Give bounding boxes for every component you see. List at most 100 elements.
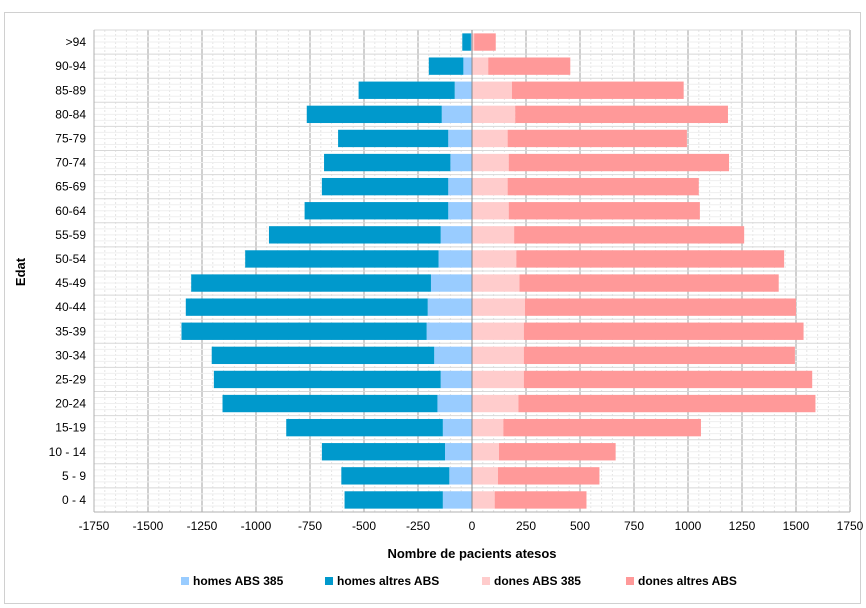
bar-dones-abs-385 xyxy=(472,322,524,340)
y-tick-label: 35-39 xyxy=(55,324,86,338)
x-tick-label: 750 xyxy=(624,519,644,533)
bar-dones-abs-385 xyxy=(472,33,475,51)
bar-dones-altres-abs xyxy=(523,322,804,340)
x-tick-label: -1250 xyxy=(187,519,218,533)
y-tick-label: 50-54 xyxy=(55,252,86,266)
y-tick-label: 85-89 xyxy=(55,83,86,97)
y-tick-label: 80-84 xyxy=(55,107,86,121)
bar-homes-altres-abs xyxy=(181,322,427,340)
bar-dones-abs-385 xyxy=(472,370,524,389)
y-tick-label: 20-24 xyxy=(55,397,86,411)
bar-dones-abs-385 xyxy=(472,394,519,413)
bar-homes-abs-385 xyxy=(449,467,472,485)
y-tick-label: 45-49 xyxy=(55,276,86,290)
bar-dones-altres-abs xyxy=(516,250,785,268)
y-tick-label: 10 - 14 xyxy=(49,445,87,459)
bar-dones-abs-385 xyxy=(472,226,515,244)
bar-dones-altres-abs xyxy=(511,81,684,99)
bar-dones-abs-385 xyxy=(472,153,509,172)
bar-homes-altres-abs xyxy=(321,443,445,461)
bar-dones-abs-385 xyxy=(472,177,508,196)
bar-homes-altres-abs xyxy=(306,105,442,124)
bar-dones-abs-385 xyxy=(472,443,499,461)
y-tick-label: 5 - 9 xyxy=(62,469,86,483)
bar-homes-altres-abs xyxy=(358,81,455,99)
bar-homes-abs-385 xyxy=(448,177,472,196)
bar-homes-altres-abs xyxy=(222,394,438,413)
bar-homes-altres-abs xyxy=(428,57,464,75)
bars xyxy=(181,33,816,509)
bar-homes-abs-385 xyxy=(427,298,472,316)
bar-homes-altres-abs xyxy=(268,226,441,244)
bar-homes-abs-385 xyxy=(438,250,472,268)
legend-swatch xyxy=(626,577,634,585)
x-tick-label: 0 xyxy=(469,519,476,533)
x-tick-label: 1000 xyxy=(675,519,702,533)
y-tick-label: 65-69 xyxy=(55,180,86,194)
y-tick-label: 40-44 xyxy=(55,300,86,314)
bar-homes-abs-385 xyxy=(470,33,472,51)
bar-dones-altres-abs xyxy=(499,443,616,461)
bar-homes-altres-abs xyxy=(304,202,449,220)
bar-homes-abs-385 xyxy=(442,491,472,509)
x-tick-label: -1000 xyxy=(241,519,272,533)
bar-dones-altres-abs xyxy=(507,177,699,196)
x-tick-label: 250 xyxy=(516,519,536,533)
bar-dones-altres-abs xyxy=(497,467,600,485)
legend-swatch xyxy=(181,577,189,585)
legend-item: homes ABS 385 xyxy=(181,574,284,588)
x-tick-label: -1750 xyxy=(79,519,110,533)
bar-dones-abs-385 xyxy=(472,105,516,124)
bar-homes-altres-abs xyxy=(211,346,435,365)
bar-dones-abs-385 xyxy=(472,274,520,292)
y-tick-label: 60-64 xyxy=(55,204,86,218)
x-tick-label: -250 xyxy=(406,519,430,533)
bar-homes-abs-385 xyxy=(450,153,472,172)
y-tick-label: 55-59 xyxy=(55,228,86,242)
x-tick-label: 1750 xyxy=(837,519,864,533)
bar-homes-abs-385 xyxy=(448,202,472,220)
bar-dones-altres-abs xyxy=(515,105,728,124)
y-tick-labels: >94 90-94 85-89 80-84 75-79 70-74 65-69 60-64 55… xyxy=(49,35,87,507)
y-tick-label: 15-19 xyxy=(55,421,86,435)
bar-dones-altres-abs xyxy=(518,394,816,413)
bar-homes-abs-385 xyxy=(430,274,472,292)
legend-item: homes altres ABS xyxy=(325,574,439,588)
bar-homes-abs-385 xyxy=(440,370,472,389)
bar-homes-altres-abs xyxy=(286,418,443,437)
x-tick-label: 500 xyxy=(570,519,590,533)
bar-dones-abs-385 xyxy=(472,491,495,509)
bar-homes-altres-abs xyxy=(324,153,451,172)
bar-dones-altres-abs xyxy=(514,226,745,244)
bar-homes-abs-385 xyxy=(442,418,472,437)
bar-homes-abs-385 xyxy=(437,394,472,413)
legend: homes ABS 385 homes altres ABS dones ABS 3… xyxy=(181,574,737,588)
x-tick-label: -500 xyxy=(352,519,376,533)
legend-label: dones ABS 385 xyxy=(494,574,581,588)
bar-dones-altres-abs xyxy=(488,57,571,75)
bar-homes-altres-abs xyxy=(213,370,441,389)
legend-swatch xyxy=(325,577,333,585)
bar-homes-altres-abs xyxy=(321,177,449,196)
bar-dones-abs-385 xyxy=(472,418,504,437)
y-tick-label: 90-94 xyxy=(55,59,86,73)
bar-dones-altres-abs xyxy=(474,33,496,51)
legend-label: homes ABS 385 xyxy=(193,574,284,588)
y-tick-label: >94 xyxy=(66,35,87,49)
x-tick-label: 1500 xyxy=(783,519,810,533)
bar-dones-abs-385 xyxy=(472,298,525,316)
bar-dones-altres-abs xyxy=(503,418,701,437)
x-tick-label: -750 xyxy=(298,519,322,533)
bar-dones-altres-abs xyxy=(508,202,700,220)
bar-dones-abs-385 xyxy=(472,467,498,485)
bar-homes-abs-385 xyxy=(448,129,472,148)
bar-dones-abs-385 xyxy=(472,250,517,268)
bar-homes-altres-abs xyxy=(462,33,471,51)
bar-dones-abs-385 xyxy=(472,129,508,148)
bar-homes-altres-abs xyxy=(344,491,443,509)
y-tick-label: 70-74 xyxy=(55,156,86,170)
bar-homes-altres-abs xyxy=(191,274,431,292)
x-tick-label: 1250 xyxy=(729,519,756,533)
legend-item: dones ABS 385 xyxy=(482,574,581,588)
